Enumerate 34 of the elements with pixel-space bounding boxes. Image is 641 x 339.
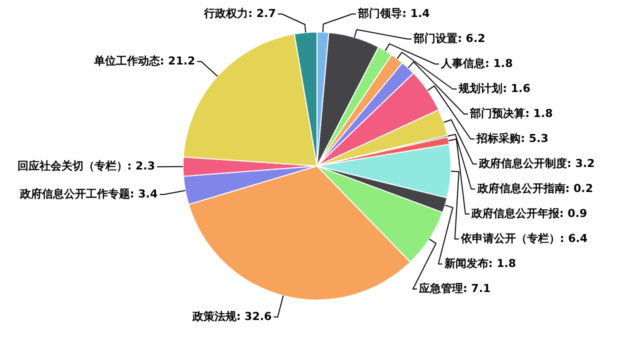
data-label: : 3.4 (130, 188, 158, 201)
slice-label: 部门设置 (412, 32, 458, 46)
slice-label: 招标采购 (476, 132, 521, 146)
slice-label: 政府信息公开制度 (478, 157, 567, 170)
data-label: : 3.2 (566, 157, 595, 170)
data-label: : 0.9 (559, 207, 588, 220)
slice-label: 规划计划 (458, 82, 503, 96)
data-label: : 1.6 (502, 82, 531, 96)
slice-label: 单位工作动态 (92, 54, 161, 68)
data-label: : 6.2 (458, 32, 486, 46)
data-label: : 1.4 (402, 7, 430, 20)
slice-label: 回应社会关切（专栏） (17, 160, 128, 173)
slice-label: 应急管理 (418, 282, 463, 296)
data-label: : 5.3 (520, 132, 548, 146)
data-label: : 6.4 (560, 232, 588, 246)
slice-label: 人事信息 (440, 57, 486, 70)
slice-label: 行政权力 (203, 7, 248, 20)
data-label: : 2.7 (248, 7, 276, 20)
slice-label: 政府信息公开指南 (476, 182, 566, 196)
slice-label: 政府信息公开工作专题 (18, 188, 130, 201)
data-label: : 32.6 (236, 310, 272, 323)
data-label: : 1.8 (525, 107, 553, 120)
data-label: : 0.2 (565, 182, 594, 196)
slice-label: 部门预决算 (469, 107, 526, 120)
data-label: : 1.8 (485, 57, 513, 70)
slice-label: 政府信息公开年报 (470, 207, 560, 220)
slice-label: 依申请公开（专栏） (460, 232, 560, 246)
slice-label: 新闻发布 (443, 257, 488, 270)
data-label: : 2.3 (127, 160, 155, 173)
data-label: : 21.2 (160, 54, 196, 68)
slice-label: 政策法规 (191, 310, 238, 323)
data-label: : 7.1 (462, 282, 491, 296)
slice-label: 部门领导 (357, 7, 402, 20)
data-label: : 1.8 (488, 257, 516, 270)
